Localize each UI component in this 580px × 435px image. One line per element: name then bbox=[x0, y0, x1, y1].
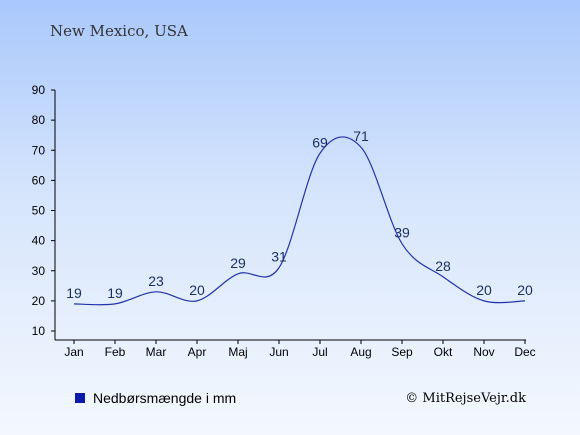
data-label: 20 bbox=[476, 282, 492, 298]
data-label: 71 bbox=[353, 128, 369, 144]
data-label: 19 bbox=[66, 285, 82, 301]
series-line bbox=[73, 136, 526, 306]
data-point bbox=[442, 276, 444, 278]
data-point bbox=[401, 243, 403, 245]
data-point bbox=[73, 303, 75, 305]
x-tick-label: Aug bbox=[350, 345, 371, 359]
x-tick-label: Mar bbox=[146, 345, 167, 359]
data-label: 31 bbox=[271, 249, 287, 265]
x-tick-label: Nov bbox=[473, 345, 494, 359]
credit-text: © MitRejseVejr.dk bbox=[405, 391, 526, 406]
y-tick-label: 90 bbox=[32, 83, 46, 97]
data-label: 20 bbox=[517, 282, 533, 298]
data-label: 69 bbox=[312, 134, 328, 150]
data-point bbox=[278, 267, 280, 269]
data-label: 29 bbox=[230, 255, 246, 271]
data-point bbox=[524, 300, 526, 302]
x-tick-label: Feb bbox=[105, 345, 126, 359]
y-tick-label: 30 bbox=[32, 264, 46, 278]
y-tick-label: 80 bbox=[32, 113, 46, 127]
x-tick-label: Apr bbox=[188, 345, 207, 359]
y-tick-label: 60 bbox=[32, 173, 46, 187]
legend: Nedbørsmængde i mm bbox=[75, 390, 236, 406]
y-tick-label: 70 bbox=[32, 143, 46, 157]
x-tick-label: Okt bbox=[434, 345, 453, 359]
x-tick-label: Jan bbox=[64, 345, 83, 359]
data-point bbox=[155, 291, 157, 293]
x-tick-label: Dec bbox=[514, 345, 535, 359]
y-tick-label: 40 bbox=[32, 234, 46, 248]
data-label: 23 bbox=[148, 273, 164, 289]
axes: 10 20 30 40 50 60 70 80 90 Jan Feb Mar Apr Maj Jun Jul A… bbox=[32, 83, 536, 359]
data-label: 20 bbox=[189, 282, 205, 298]
x-tick-label: Maj bbox=[228, 345, 247, 359]
legend-marker bbox=[75, 393, 85, 403]
plot-area: 19 19 23 20 29 31 69 71 39 28 20 20 bbox=[66, 128, 533, 306]
x-tick-label: Jun bbox=[269, 345, 288, 359]
data-label: 39 bbox=[394, 225, 410, 241]
data-label: 19 bbox=[107, 285, 123, 301]
x-tick-label: Sep bbox=[391, 345, 413, 359]
data-point bbox=[196, 300, 198, 302]
data-point bbox=[114, 303, 116, 305]
y-tick-label: 10 bbox=[32, 324, 46, 338]
data-label: 28 bbox=[435, 258, 451, 274]
y-tick-label: 20 bbox=[32, 294, 46, 308]
x-tick-label: Jul bbox=[312, 345, 327, 359]
data-point bbox=[360, 146, 362, 148]
data-point bbox=[319, 152, 321, 154]
data-point bbox=[483, 300, 485, 302]
chart-title: New Mexico, USA bbox=[50, 22, 188, 40]
data-point bbox=[237, 273, 239, 275]
legend-label: Nedbørsmængde i mm bbox=[93, 390, 236, 406]
y-tick-label: 50 bbox=[32, 204, 46, 218]
